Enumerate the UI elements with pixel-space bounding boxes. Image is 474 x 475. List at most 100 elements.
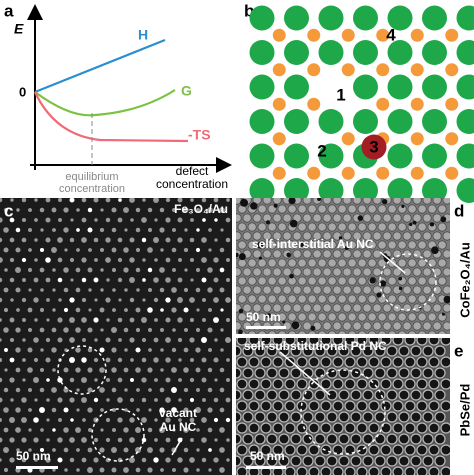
panel-label: b xyxy=(244,1,254,20)
particle xyxy=(99,447,105,453)
lattice-atom xyxy=(422,74,447,100)
particle xyxy=(326,345,338,357)
particle xyxy=(272,378,284,390)
particle xyxy=(159,267,165,273)
particle xyxy=(159,207,165,213)
particle xyxy=(236,389,242,401)
particle xyxy=(201,357,207,363)
particle xyxy=(380,466,392,475)
lattice-atom xyxy=(318,40,344,65)
particle xyxy=(443,295,450,304)
particle xyxy=(153,297,159,303)
particle xyxy=(76,248,80,252)
particle xyxy=(147,307,153,313)
particle xyxy=(154,418,158,422)
particle xyxy=(382,303,392,313)
particle xyxy=(111,467,117,473)
particle xyxy=(28,228,32,232)
particle xyxy=(208,448,212,452)
particle xyxy=(236,267,242,277)
particle xyxy=(46,318,50,322)
particle xyxy=(57,397,63,403)
particle xyxy=(9,437,15,443)
particle xyxy=(124,228,128,232)
particle xyxy=(252,249,262,259)
particle xyxy=(33,277,39,283)
particle xyxy=(184,268,188,272)
scale-label: 50 nm xyxy=(250,449,285,463)
particle xyxy=(422,321,432,331)
particle xyxy=(154,378,158,382)
particle xyxy=(21,417,27,423)
particle xyxy=(183,467,189,473)
particle xyxy=(266,389,278,401)
particle xyxy=(302,411,314,423)
particle xyxy=(332,444,344,456)
particle xyxy=(416,466,428,475)
lattice-atom xyxy=(353,5,378,31)
particle xyxy=(307,240,317,250)
particle xyxy=(332,422,344,434)
lattice-atom xyxy=(422,40,447,65)
particle xyxy=(3,227,9,233)
curve-label: H xyxy=(138,27,148,43)
particle xyxy=(135,267,141,273)
particle xyxy=(437,258,447,268)
particle xyxy=(88,288,92,292)
particle xyxy=(237,276,247,286)
particle xyxy=(367,240,377,250)
particle xyxy=(308,444,320,456)
particle xyxy=(129,437,135,443)
particle xyxy=(357,204,367,214)
particle xyxy=(422,231,432,241)
particle xyxy=(0,237,3,243)
particle xyxy=(21,457,27,463)
particle xyxy=(58,418,62,422)
particle xyxy=(287,330,297,334)
particle xyxy=(9,357,15,363)
lattice-atom xyxy=(353,109,378,134)
particle xyxy=(236,433,242,445)
particle xyxy=(381,198,388,205)
particle xyxy=(260,400,272,412)
particle xyxy=(172,208,176,212)
particle xyxy=(314,455,326,467)
particle xyxy=(338,236,343,240)
particle xyxy=(422,345,434,357)
particle xyxy=(314,433,326,445)
particle xyxy=(254,345,266,357)
particle xyxy=(410,389,422,401)
particle xyxy=(81,377,87,383)
particle xyxy=(398,389,410,401)
particle xyxy=(412,249,422,259)
particle xyxy=(57,277,63,283)
particle xyxy=(236,356,248,368)
particle xyxy=(64,248,68,252)
particle xyxy=(236,345,242,357)
particle xyxy=(9,217,15,223)
particle xyxy=(75,307,81,313)
interstitial-atom xyxy=(307,97,321,111)
particle xyxy=(416,338,428,346)
particle xyxy=(21,397,27,403)
particle xyxy=(337,240,347,250)
particle xyxy=(0,377,3,383)
particle xyxy=(267,258,277,268)
particle xyxy=(362,455,374,467)
particle xyxy=(214,438,218,442)
particle xyxy=(39,307,45,313)
particle xyxy=(135,427,141,433)
particle xyxy=(242,411,254,423)
particle xyxy=(302,367,314,379)
particle xyxy=(117,357,123,363)
particle xyxy=(237,222,247,232)
particle xyxy=(52,428,56,432)
particle xyxy=(135,247,141,253)
particle xyxy=(296,338,308,346)
particle xyxy=(154,258,158,262)
particle xyxy=(57,237,63,243)
particle xyxy=(290,433,302,445)
particle xyxy=(242,433,254,445)
particle xyxy=(201,297,207,303)
particle xyxy=(21,198,27,203)
